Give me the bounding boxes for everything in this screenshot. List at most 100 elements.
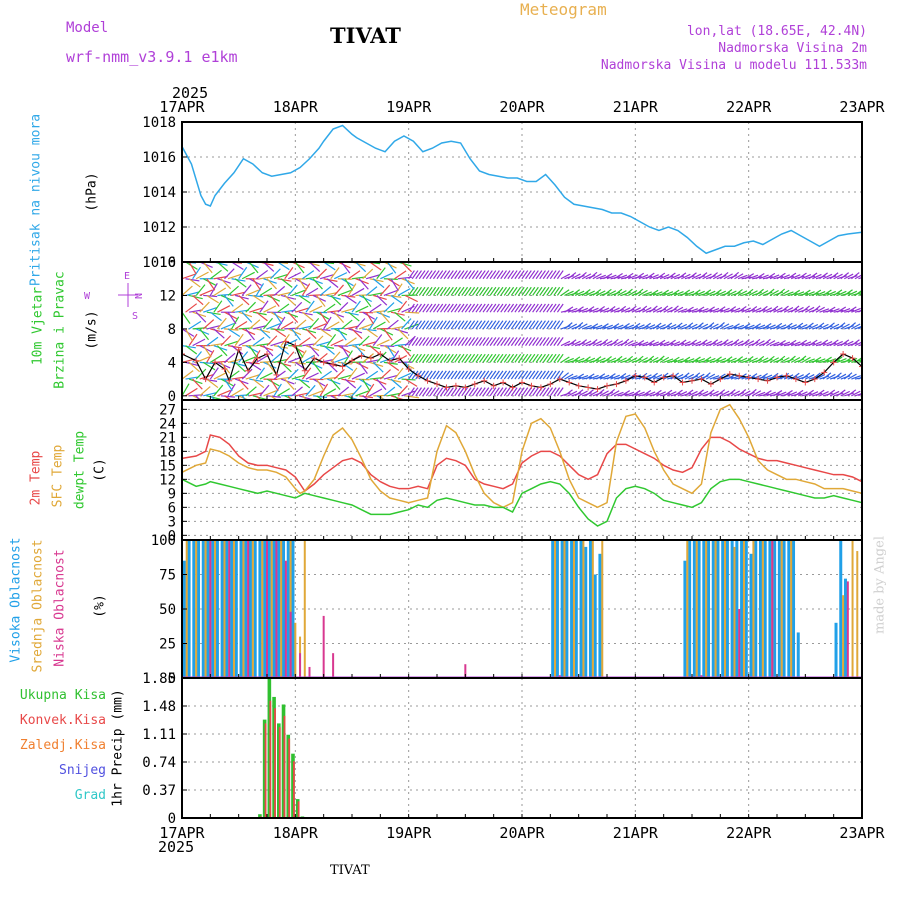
- wind-barb: [351, 385, 362, 397]
- wind-barb: [454, 370, 461, 380]
- wind-barb: [517, 387, 525, 397]
- wind-barb: [592, 288, 602, 296]
- wind-barb: [836, 290, 847, 297]
- wind-barb: [787, 355, 796, 363]
- wind-barb: [510, 286, 518, 296]
- wind-barb: [635, 324, 645, 330]
- wind-barb: [631, 374, 642, 380]
- wind-barb: [564, 389, 573, 397]
- wind-barb: [819, 272, 828, 280]
- wind-barb: [209, 395, 216, 400]
- wind-barb: [751, 338, 761, 347]
- wind-barb: [638, 357, 648, 363]
- wind-barb: [744, 324, 755, 330]
- wind-barb: [195, 284, 206, 296]
- wind-barb: [741, 307, 751, 313]
- wind-barb: [192, 378, 203, 390]
- wind-barb: [652, 322, 662, 330]
- wind-barb: [596, 373, 606, 380]
- wind-barb: [840, 390, 850, 397]
- wind-barb: [362, 378, 371, 392]
- wind-barb: [812, 372, 821, 380]
- wind-barb: [720, 323, 730, 330]
- wind-barb: [556, 353, 564, 363]
- wind-barb: [514, 370, 522, 380]
- wind-barb: [309, 278, 323, 285]
- wind-barb: [836, 358, 847, 363]
- wind-barb: [734, 288, 743, 296]
- wind-barb: [500, 303, 507, 313]
- wind-barb: [610, 390, 620, 397]
- wind-barb: [624, 391, 635, 397]
- wind-barb: [411, 286, 419, 296]
- wind-barb: [443, 387, 451, 397]
- wind-barb: [383, 328, 393, 341]
- wind-barb: [812, 356, 822, 363]
- tick-label-y: 12: [159, 472, 176, 488]
- wind-barb: [248, 319, 261, 330]
- wind-barb: [627, 290, 638, 296]
- wind-barb: [199, 289, 213, 297]
- wind-barb: [549, 353, 557, 363]
- wind-barb: [457, 370, 465, 380]
- wind-barb: [858, 376, 862, 380]
- wind-barb: [238, 378, 249, 390]
- high-cloud-bar: [735, 540, 739, 678]
- wind-barb: [291, 386, 303, 397]
- wind-barb: [252, 278, 262, 291]
- wind-barb: [468, 262, 470, 263]
- wind-barb: [705, 389, 715, 397]
- wind-barb: [659, 341, 670, 347]
- wind-barb: [425, 303, 433, 313]
- wind-barb: [808, 391, 819, 397]
- wind-barb: [220, 278, 232, 290]
- high-cloud-bar: [598, 553, 602, 678]
- wind-barb: [776, 288, 786, 296]
- wind-barb: [574, 373, 585, 380]
- wind-barb: [546, 370, 554, 380]
- wind-barb: [610, 338, 619, 347]
- wind-barb: [510, 370, 518, 380]
- wind-barb: [227, 273, 242, 280]
- wind-barb: [822, 372, 832, 380]
- wind-barb: [341, 361, 354, 371]
- wind-barb: [734, 356, 744, 363]
- wind-barb: [744, 340, 755, 347]
- wind-barb: [737, 274, 748, 280]
- wind-barb: [344, 378, 357, 389]
- wind-barb: [521, 320, 529, 330]
- wind-barb: [302, 311, 314, 322]
- wind-barb: [365, 370, 379, 380]
- wind-barb: [624, 324, 635, 330]
- wind-barb: [712, 273, 723, 280]
- wind-barb: [858, 343, 862, 347]
- wind-barb: [677, 272, 687, 280]
- high-cloud-bar: [187, 540, 191, 678]
- wind-barb: [546, 387, 554, 397]
- wind-barb: [231, 291, 246, 297]
- wind-barb: [486, 353, 493, 363]
- wind-barb: [652, 306, 663, 313]
- wind-barb: [259, 300, 269, 313]
- wind-barb: [649, 356, 659, 363]
- wind-barb: [674, 358, 684, 363]
- wind-barb: [418, 353, 426, 363]
- wind-barb: [333, 368, 345, 380]
- legend-snow: Snijeg: [59, 763, 106, 778]
- wind-barb: [234, 361, 246, 373]
- wind-barb: [217, 389, 231, 397]
- wind-barb: [429, 270, 437, 280]
- wind-barb: [546, 303, 554, 313]
- wind-barb: [585, 357, 596, 363]
- wind-barb: [751, 307, 762, 313]
- wind-barb: [450, 270, 458, 280]
- wind-barb: [503, 387, 511, 397]
- wind-barb: [259, 345, 274, 351]
- wind-barb: [252, 311, 267, 316]
- mid-cloud-bar: [856, 551, 859, 678]
- wind-barb: [461, 286, 469, 296]
- wind-barb: [234, 333, 244, 346]
- wind-barb: [496, 303, 504, 313]
- wind-barb: [468, 320, 476, 330]
- wind-barb: [840, 307, 851, 313]
